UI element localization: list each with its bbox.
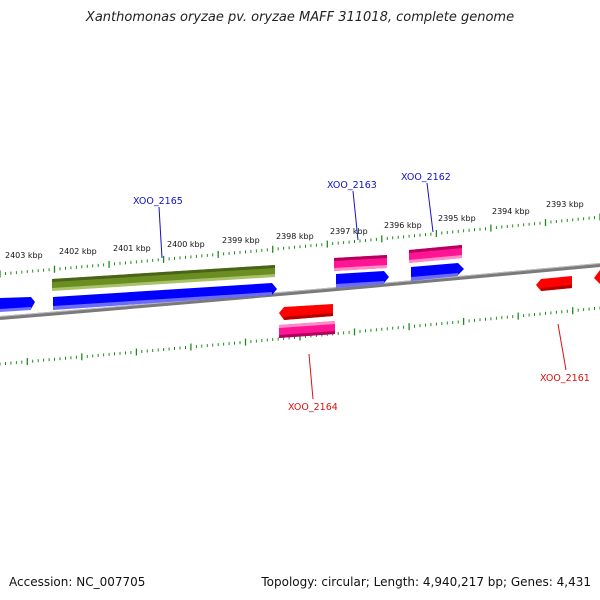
callout-line-2163 — [352, 190, 359, 241]
gene-blue-arrow-2162[interactable] — [411, 263, 464, 281]
genome-summary: Topology: circular; Length: 4,940,217 bp… — [261, 575, 591, 589]
gene-label[interactable]: XOO_2162 — [401, 172, 451, 183]
gene-xoo-2161-red[interactable] — [536, 276, 572, 291]
callout-line-2165 — [158, 206, 163, 259]
gene-arrow-blue-left-edge[interactable] — [0, 297, 35, 312]
tick-label: 2395 kbp — [438, 214, 476, 223]
gene-xoo-2164-pink[interactable] — [279, 321, 335, 338]
tick-label: 2400 kbp — [167, 240, 205, 249]
tick-label: 2397 kbp — [330, 227, 368, 236]
tick-label: 2398 kbp — [276, 232, 314, 241]
gene-xoo-2165-olive[interactable] — [52, 265, 275, 291]
gene-blue-arrow-2163[interactable] — [336, 271, 389, 288]
callout-line-2162 — [426, 182, 434, 233]
gene-label[interactable]: XOO_2163 — [327, 180, 377, 191]
tick-label: 2401 kbp — [113, 244, 151, 253]
gene-label[interactable]: XOO_2164 — [288, 402, 338, 413]
gene-xoo-2163-pink[interactable] — [334, 255, 387, 271]
genome-backbone-highlight — [0, 263, 600, 317]
tick-label: 2399 kbp — [222, 236, 260, 245]
callout-line-2164 — [308, 353, 314, 400]
gene-label[interactable]: XOO_2161 — [540, 373, 590, 384]
genome-backbone — [0, 263, 600, 320]
gene-red-arrow-2164[interactable] — [279, 304, 333, 320]
tick-label: 2403 kbp — [5, 251, 43, 260]
map-title: Xanthomonas oryzae pv. oryzae MAFF 31101… — [85, 10, 515, 25]
upper-tick-track — [0, 213, 600, 278]
tick-label: 2393 kbp — [546, 200, 584, 209]
accession-label: Accession: NC_007705 — [9, 575, 146, 589]
lower-tick-track — [0, 306, 600, 366]
tick-label: 2394 kbp — [492, 207, 530, 216]
gene-red-arrow-right-edge[interactable] — [594, 270, 600, 284]
gene-label[interactable]: XOO_2165 — [133, 196, 183, 207]
tick-label: 2396 kbp — [384, 221, 422, 230]
callout-line-2161 — [557, 323, 567, 371]
gene-blue-arrow-long[interactable] — [53, 283, 277, 310]
gene-xoo-2162-pink[interactable] — [409, 245, 462, 263]
tick-label: 2402 kbp — [59, 247, 97, 256]
